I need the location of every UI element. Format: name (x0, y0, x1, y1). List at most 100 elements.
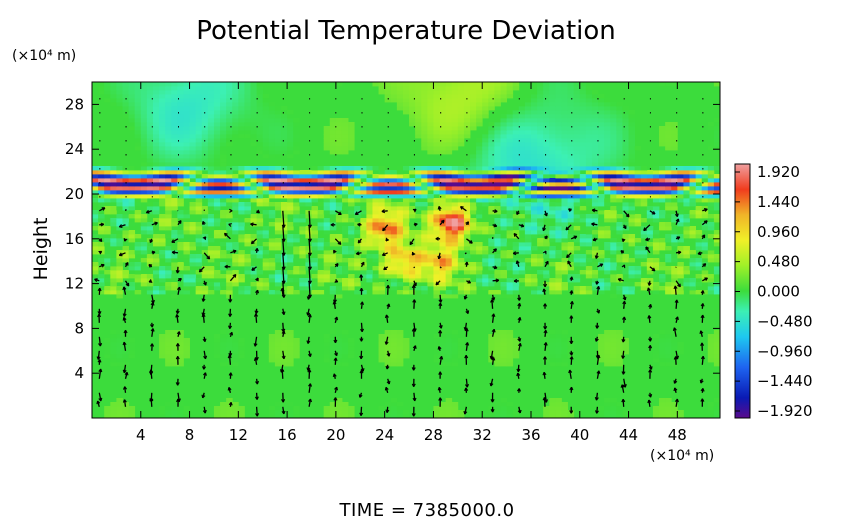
wind-vector-head (465, 342, 470, 346)
heatmap-cell (396, 254, 404, 259)
heatmap-cell (506, 294, 514, 299)
heatmap-cell (659, 338, 666, 343)
heatmap-cell (232, 122, 239, 127)
wind-vector-head (463, 410, 468, 415)
heatmap-cell (128, 254, 136, 259)
heatmap-cell (122, 406, 129, 411)
heatmap-cell (598, 250, 605, 255)
heatmap-cell (122, 246, 129, 251)
heatmap-cell (220, 122, 227, 127)
heatmap-cell (585, 118, 593, 123)
heatmap-cell (616, 134, 623, 139)
heatmap-cell (92, 270, 99, 275)
heatmap-cell (543, 90, 550, 95)
heatmap-cell (433, 114, 440, 119)
heatmap-cell (256, 126, 264, 131)
heatmap-cell (311, 230, 318, 235)
heatmap-cell (299, 178, 306, 183)
heatmap-cell (652, 210, 660, 215)
heatmap-cell (494, 342, 501, 347)
heatmap-cell (543, 134, 550, 139)
heatmap-cell (122, 106, 129, 111)
heatmap-cell (427, 262, 434, 267)
heatmap-cell (281, 146, 288, 151)
heatmap-cell (488, 194, 495, 199)
heatmap-cell (433, 174, 440, 179)
heatmap-cell (512, 178, 520, 183)
heatmap-cell (579, 130, 587, 135)
heatmap-cell (317, 278, 325, 283)
heatmap-cell (207, 110, 215, 115)
heatmap-cell (701, 190, 709, 195)
heatmap-cell (110, 278, 117, 283)
heatmap-cell (122, 354, 129, 359)
heatmap-cell (591, 190, 599, 195)
heatmap-cell (341, 346, 349, 351)
heatmap-cell (116, 342, 123, 347)
heatmap-cell (457, 82, 465, 87)
heatmap-cell (665, 362, 672, 367)
heatmap-cell (98, 194, 105, 199)
heatmap-cell (110, 238, 117, 243)
heatmap-cell (439, 358, 447, 363)
heatmap-cell (518, 206, 526, 211)
heatmap-cell (506, 130, 514, 135)
heatmap-cell (707, 186, 715, 191)
heatmap-cell (628, 186, 636, 191)
heatmap-cell (677, 246, 684, 251)
heatmap-cell (207, 182, 215, 187)
heatmap-cell (409, 234, 416, 239)
heatmap-cell (159, 102, 166, 107)
heatmap-cell (512, 286, 520, 291)
heatmap-cell (628, 218, 636, 223)
heatmap-cell (256, 202, 264, 207)
heatmap-cell (293, 202, 300, 207)
heatmap-cell (287, 358, 294, 363)
heatmap-cell (524, 194, 532, 199)
heatmap-cell (427, 242, 434, 247)
heatmap-cell (488, 98, 495, 103)
heatmap-cell (500, 154, 507, 159)
heatmap-cell (396, 174, 404, 179)
heatmap-cell (92, 246, 99, 251)
heatmap-cell (482, 222, 489, 227)
heatmap-cell (152, 162, 160, 167)
wind-vector-head (646, 287, 651, 292)
heatmap-cell (591, 274, 599, 279)
heatmap-cell (134, 118, 142, 123)
heatmap-cell (451, 290, 459, 295)
heatmap-cell (268, 214, 276, 219)
heatmap-cell (500, 94, 507, 99)
heatmap-cell (537, 242, 544, 247)
heatmap-cell (335, 146, 343, 151)
heatmap-cell (427, 270, 434, 275)
heatmap-cell (634, 182, 642, 187)
heatmap-cell (281, 210, 288, 215)
heatmap-cell (665, 414, 672, 419)
heatmap-cell (482, 282, 489, 287)
heatmap-cell (226, 274, 233, 279)
heatmap-cell (579, 114, 587, 119)
heatmap-cell (232, 202, 239, 207)
heatmap-cell (171, 110, 178, 115)
heatmap-cell (488, 234, 495, 239)
heatmap-cell (177, 402, 184, 407)
heatmap-cell (652, 358, 660, 363)
heatmap-cell (116, 414, 123, 419)
heatmap-cell (591, 162, 599, 167)
heatmap-cell (549, 186, 556, 191)
heatmap-cell (610, 222, 617, 227)
heatmap-cell (140, 114, 148, 119)
heatmap-cell (567, 246, 575, 251)
heatmap-cell (567, 174, 575, 179)
heatmap-cell (555, 406, 562, 411)
heatmap-cell (201, 126, 209, 131)
heatmap-cell (439, 234, 447, 239)
heatmap-cell (396, 414, 404, 419)
heatmap-cell (402, 166, 410, 171)
heatmap-cell (384, 230, 392, 235)
heatmap-cell (396, 362, 404, 367)
heatmap-cell (579, 242, 587, 247)
wind-vector-head (360, 328, 365, 333)
heatmap-cell (512, 134, 520, 139)
